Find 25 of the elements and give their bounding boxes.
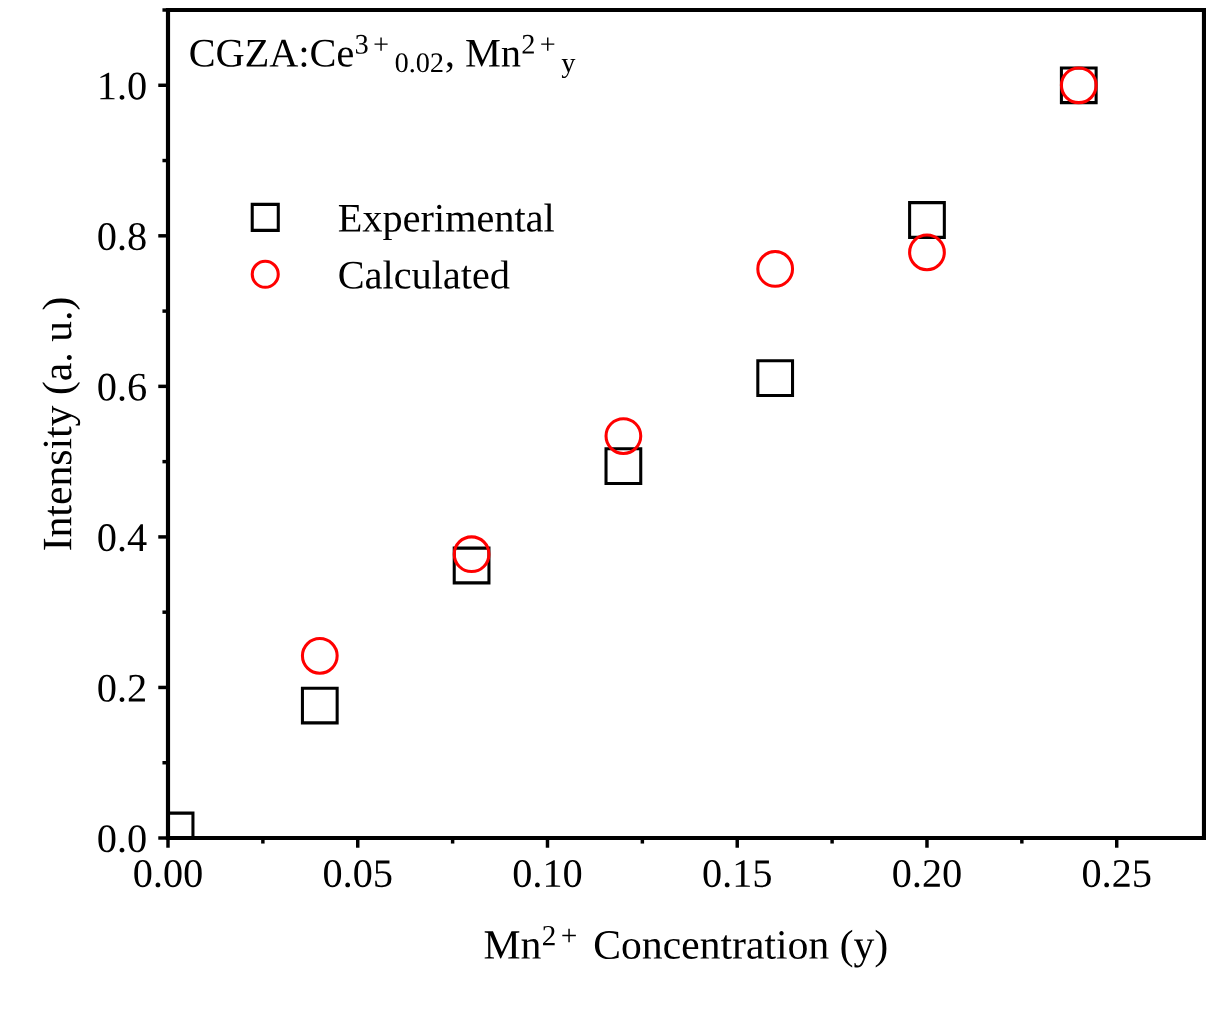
x-tick-label: 0.00 xyxy=(134,860,202,888)
annotation: CGZA:Ce$^{3+}$$_{0.02}$, Mn$^{2+}$$_{y}$ xyxy=(190,34,576,79)
y-tick-label: 0.4 xyxy=(98,524,147,552)
legend-label: Experimental xyxy=(338,203,554,241)
point xyxy=(756,250,795,288)
y-tick-label: 0.6 xyxy=(98,373,146,401)
point xyxy=(452,535,491,574)
point xyxy=(604,417,643,455)
point xyxy=(300,686,339,725)
y-axis-title: Intensity (a. u.) xyxy=(42,298,81,550)
y-tick-label: 1.0 xyxy=(100,72,146,100)
point xyxy=(300,636,339,675)
point xyxy=(908,233,946,272)
x-tick-label: 0.05 xyxy=(324,860,392,888)
x-axis-title: Mn$^{2+}$ Concentration (y) xyxy=(484,925,887,968)
x-tick-label: 0.10 xyxy=(513,860,582,888)
y-tick-label: 0.0 xyxy=(98,825,146,853)
legend-label: Calculated xyxy=(339,260,510,289)
x-tick-label: 0.20 xyxy=(893,860,961,888)
y-tick-label: 0.8 xyxy=(98,223,146,251)
x-tick-label: 0.25 xyxy=(1083,860,1151,888)
point xyxy=(604,447,643,486)
point xyxy=(756,359,795,397)
y-tick-label: 0.2 xyxy=(98,674,145,702)
x-tick-label: 0.15 xyxy=(703,860,771,888)
